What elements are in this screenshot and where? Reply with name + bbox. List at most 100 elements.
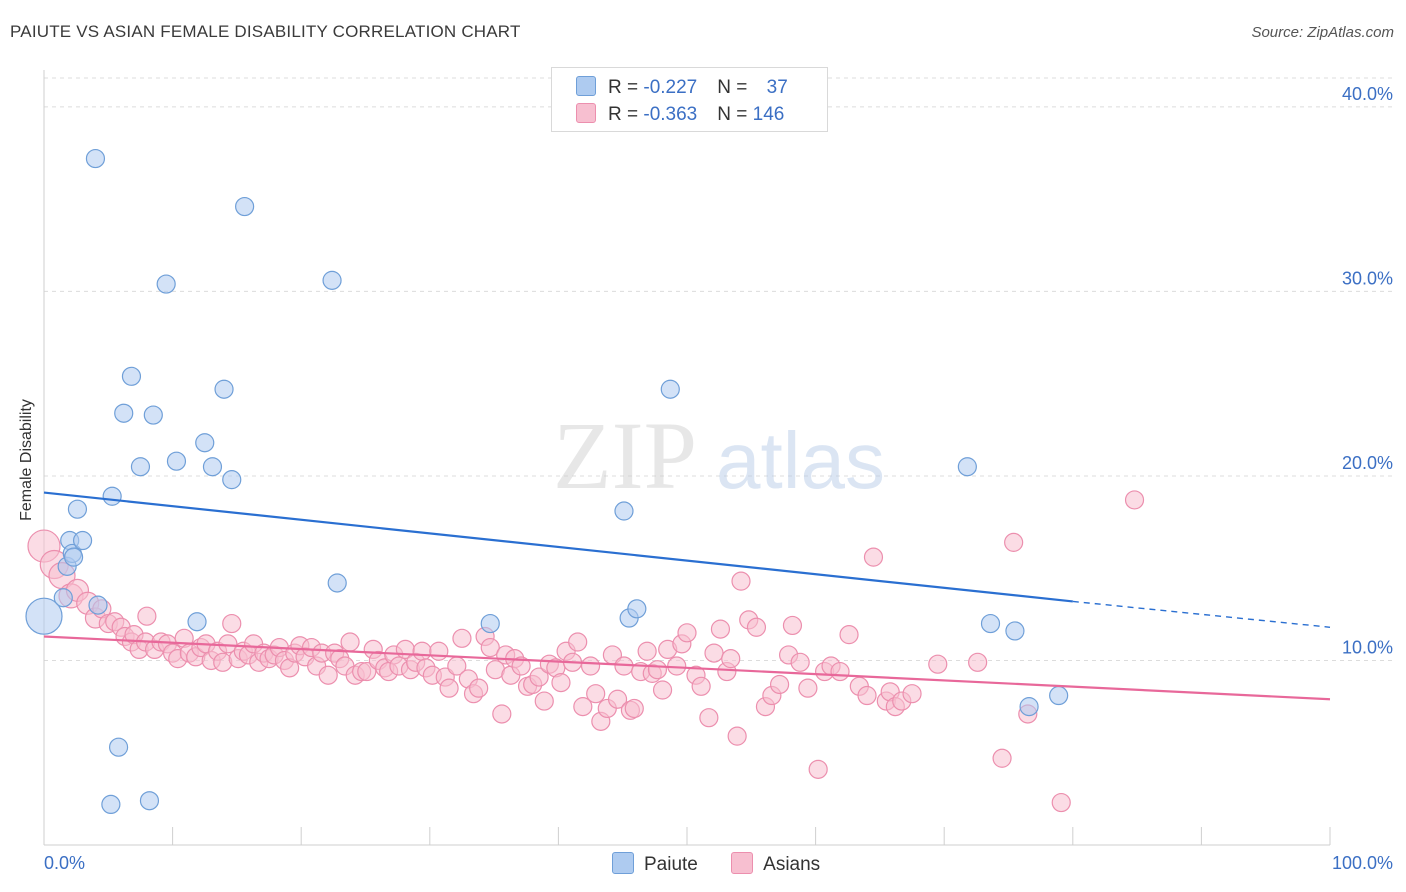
asians-point bbox=[492, 704, 512, 724]
paiute-point bbox=[214, 379, 234, 399]
asians-point bbox=[586, 684, 606, 704]
asians-point bbox=[863, 547, 884, 567]
paiute-point bbox=[139, 791, 160, 811]
asians-point bbox=[652, 680, 673, 700]
paiute-point bbox=[1019, 697, 1039, 717]
asians-point bbox=[992, 748, 1012, 768]
asians-trend-line bbox=[43, 635, 1331, 701]
asians-point bbox=[357, 661, 377, 682]
asians-point bbox=[318, 665, 338, 685]
asians-point bbox=[624, 698, 644, 719]
paiute-point bbox=[202, 457, 223, 477]
asians-point bbox=[710, 619, 731, 639]
axes bbox=[43, 70, 1331, 846]
asians-point bbox=[721, 649, 741, 669]
asians-point bbox=[452, 628, 472, 648]
watermark-atlas: atlas bbox=[716, 416, 885, 505]
grid bbox=[44, 77, 1395, 661]
asians-point bbox=[480, 637, 500, 658]
paiute-point bbox=[114, 403, 134, 423]
legend-r-value: -0.227 bbox=[643, 77, 698, 98]
asians-point bbox=[1124, 490, 1145, 510]
y-tick-label: 30.0% bbox=[1342, 268, 1393, 288]
asians-point bbox=[839, 625, 859, 645]
asians-point bbox=[902, 684, 922, 704]
asians-point bbox=[769, 674, 790, 695]
paiute-point bbox=[222, 470, 242, 490]
legend-n-label: N = bbox=[717, 77, 753, 98]
paiute-point bbox=[627, 599, 647, 619]
asians-point bbox=[137, 606, 157, 626]
asians-point bbox=[529, 667, 549, 687]
asians-point bbox=[798, 678, 818, 698]
paiute-point bbox=[187, 612, 207, 632]
trend-lines bbox=[43, 491, 1331, 701]
chart-title: PAIUTE VS ASIAN FEMALE DISABILITY CORREL… bbox=[10, 22, 521, 41]
asians-point bbox=[222, 613, 242, 634]
asians-point bbox=[968, 652, 988, 672]
series-legend: Paiute Asians bbox=[612, 852, 848, 876]
legend-item-asians: Asians bbox=[731, 852, 820, 876]
paiute-point bbox=[156, 274, 176, 294]
paiute-point bbox=[322, 270, 342, 290]
asians-point bbox=[928, 654, 948, 674]
asians-point bbox=[607, 689, 628, 709]
legend-n-value: 37 bbox=[766, 77, 788, 98]
paiute-point bbox=[53, 588, 73, 608]
paiute-point bbox=[130, 457, 151, 477]
paiute-point bbox=[195, 433, 215, 453]
asians-point bbox=[1004, 532, 1024, 552]
paiute-point bbox=[980, 613, 1001, 634]
asians-point bbox=[637, 641, 657, 661]
asians-point bbox=[439, 678, 459, 698]
correlation-legend: R = -0.227 N = 37 R = -0.363 N = 146 bbox=[551, 67, 828, 132]
paiute-point bbox=[88, 595, 108, 615]
paiute-point bbox=[63, 547, 84, 567]
legend-row-asians: R = -0.363 N = 146 bbox=[576, 103, 784, 126]
asians-point bbox=[218, 634, 238, 654]
paiute-point bbox=[166, 451, 187, 471]
asians-point bbox=[469, 678, 489, 698]
x-tick-label: 0.0% bbox=[44, 853, 85, 873]
paiute-swatch bbox=[612, 852, 634, 874]
asians-point bbox=[808, 759, 828, 779]
paiute-point bbox=[1049, 685, 1069, 706]
asians-point bbox=[782, 615, 803, 636]
asians-point bbox=[699, 708, 719, 728]
asians-point bbox=[412, 641, 432, 661]
asians-point bbox=[568, 632, 588, 652]
paiute-point bbox=[235, 196, 255, 217]
paiute-point bbox=[1005, 621, 1025, 641]
asians-point bbox=[857, 685, 877, 706]
paiute-point bbox=[108, 737, 129, 757]
watermark-zip: ZIP bbox=[553, 402, 697, 509]
asians-point bbox=[790, 652, 810, 672]
asians-swatch bbox=[576, 103, 596, 123]
asians-point bbox=[1051, 792, 1071, 813]
legend-n-label: N = bbox=[717, 104, 753, 125]
paiute-point bbox=[67, 499, 88, 519]
paiute-swatch bbox=[576, 76, 596, 96]
paiute-points bbox=[25, 148, 1069, 815]
asians-point bbox=[573, 697, 593, 717]
asians-point bbox=[677, 623, 697, 643]
paiute-point bbox=[72, 530, 93, 551]
source-label: Source: ZipAtlas.com bbox=[1251, 24, 1394, 41]
legend-item-paiute: Paiute bbox=[612, 852, 698, 876]
asians-point bbox=[551, 673, 571, 693]
asians-points bbox=[27, 490, 1145, 813]
asians-point bbox=[429, 641, 449, 661]
asians-swatch bbox=[731, 852, 754, 874]
paiute-point bbox=[957, 457, 977, 477]
legend-n-value: 146 bbox=[752, 104, 785, 125]
asians-point bbox=[647, 660, 668, 680]
watermark: ZIP atlas bbox=[553, 402, 885, 509]
tick-labels: 10.0% 20.0% 30.0% 40.0% 0.0% 100.0% bbox=[44, 84, 1393, 873]
asians-point bbox=[340, 632, 360, 652]
paiute-point bbox=[327, 573, 347, 593]
legend-label-asians: Asians bbox=[763, 854, 821, 875]
asians-point bbox=[731, 571, 751, 591]
y-axis-label: Female Disability bbox=[18, 399, 35, 521]
paiute-point bbox=[660, 379, 680, 399]
